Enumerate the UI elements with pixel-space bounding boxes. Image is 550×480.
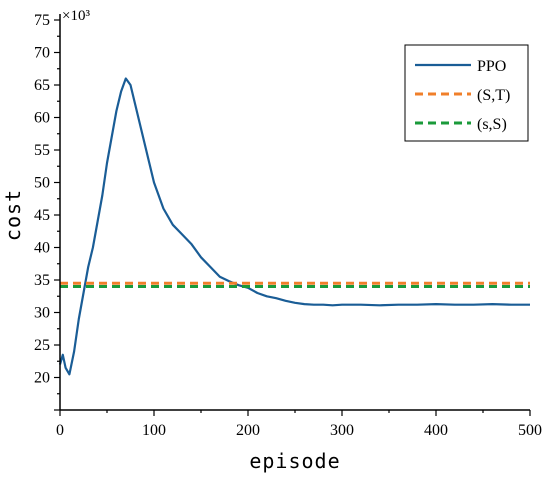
x-tick-label: 200 [236, 422, 260, 439]
x-tick-label: 100 [142, 422, 166, 439]
legend-label: PPO [477, 58, 506, 75]
y-tick-label: 75 [34, 12, 50, 29]
series-line-1 [58, 77, 530, 376]
y-multiplier-label: ×10³ [62, 8, 90, 24]
y-tick-label: 20 [34, 370, 50, 387]
y-tick-label: 35 [34, 272, 50, 289]
x-tick-label: 0 [56, 422, 64, 439]
x-tick-label: 400 [424, 422, 448, 439]
y-tick-label: 70 [34, 45, 50, 62]
legend: PPO (S,T) (s,S) [404, 44, 529, 142]
y-tick-label: 65 [34, 77, 50, 94]
y-tick-label: 50 [34, 175, 50, 192]
x-tick-label: 300 [330, 422, 354, 439]
x-axis-label: episode [249, 449, 340, 473]
y-tick-label: 55 [34, 142, 50, 159]
x-tick-label: 500 [518, 422, 542, 439]
y-tick-label: 30 [34, 305, 50, 322]
legend-label: (S,T) [477, 87, 510, 104]
y-axis-label: cost [1, 189, 25, 241]
y-tick-label: 45 [34, 207, 50, 224]
y-tick-label: 60 [34, 110, 50, 127]
legend-box [404, 44, 529, 142]
legend-label: (s,S) [477, 116, 507, 133]
y-tick-label: 40 [34, 240, 50, 257]
y-tick-label: 25 [34, 337, 50, 354]
